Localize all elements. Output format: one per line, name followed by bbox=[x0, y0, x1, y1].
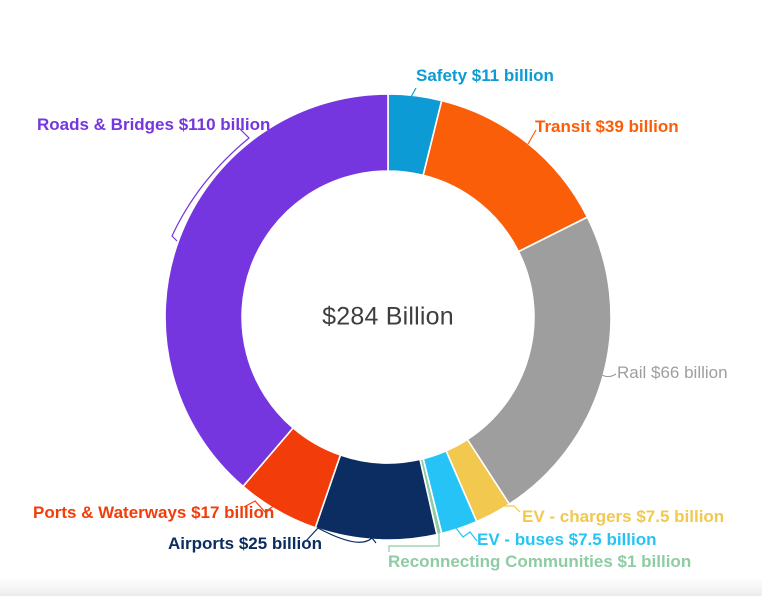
connector-ev_chargers bbox=[489, 505, 521, 515]
connector-ports bbox=[243, 500, 276, 513]
slice-label-rail: Rail $66 billion bbox=[617, 363, 728, 382]
slice-label-safety: Safety $11 billion bbox=[416, 66, 554, 85]
donut-center-total: $284 Billion bbox=[322, 302, 454, 331]
slice-label-reconnecting: Reconnecting Communities $1 billion bbox=[388, 552, 692, 571]
connector-airports bbox=[305, 527, 377, 544]
connector-rail bbox=[599, 373, 617, 378]
connector-roads bbox=[171, 127, 250, 242]
slice-label-ports: Ports & Waterways $17 billion bbox=[33, 503, 275, 522]
slice-roads[interactable] bbox=[164, 93, 389, 488]
slice-rail[interactable] bbox=[466, 216, 612, 505]
connector-safety bbox=[410, 87, 417, 98]
slice-label-transit: Transit $39 billion bbox=[535, 117, 679, 136]
slice-label-roads: Roads & Bridges $110 billion bbox=[37, 115, 271, 134]
slice-label-airports: Airports $25 billion bbox=[168, 534, 322, 553]
connector-ev_buses bbox=[455, 527, 478, 542]
connector-reconnecting bbox=[388, 532, 440, 552]
bottom-fade bbox=[0, 578, 762, 596]
slice-label-ev_chargers: EV - chargers $7.5 billion bbox=[522, 507, 725, 526]
slice-label-ev_buses: EV - buses $7.5 billion bbox=[477, 530, 657, 549]
connector-transit bbox=[527, 129, 537, 145]
